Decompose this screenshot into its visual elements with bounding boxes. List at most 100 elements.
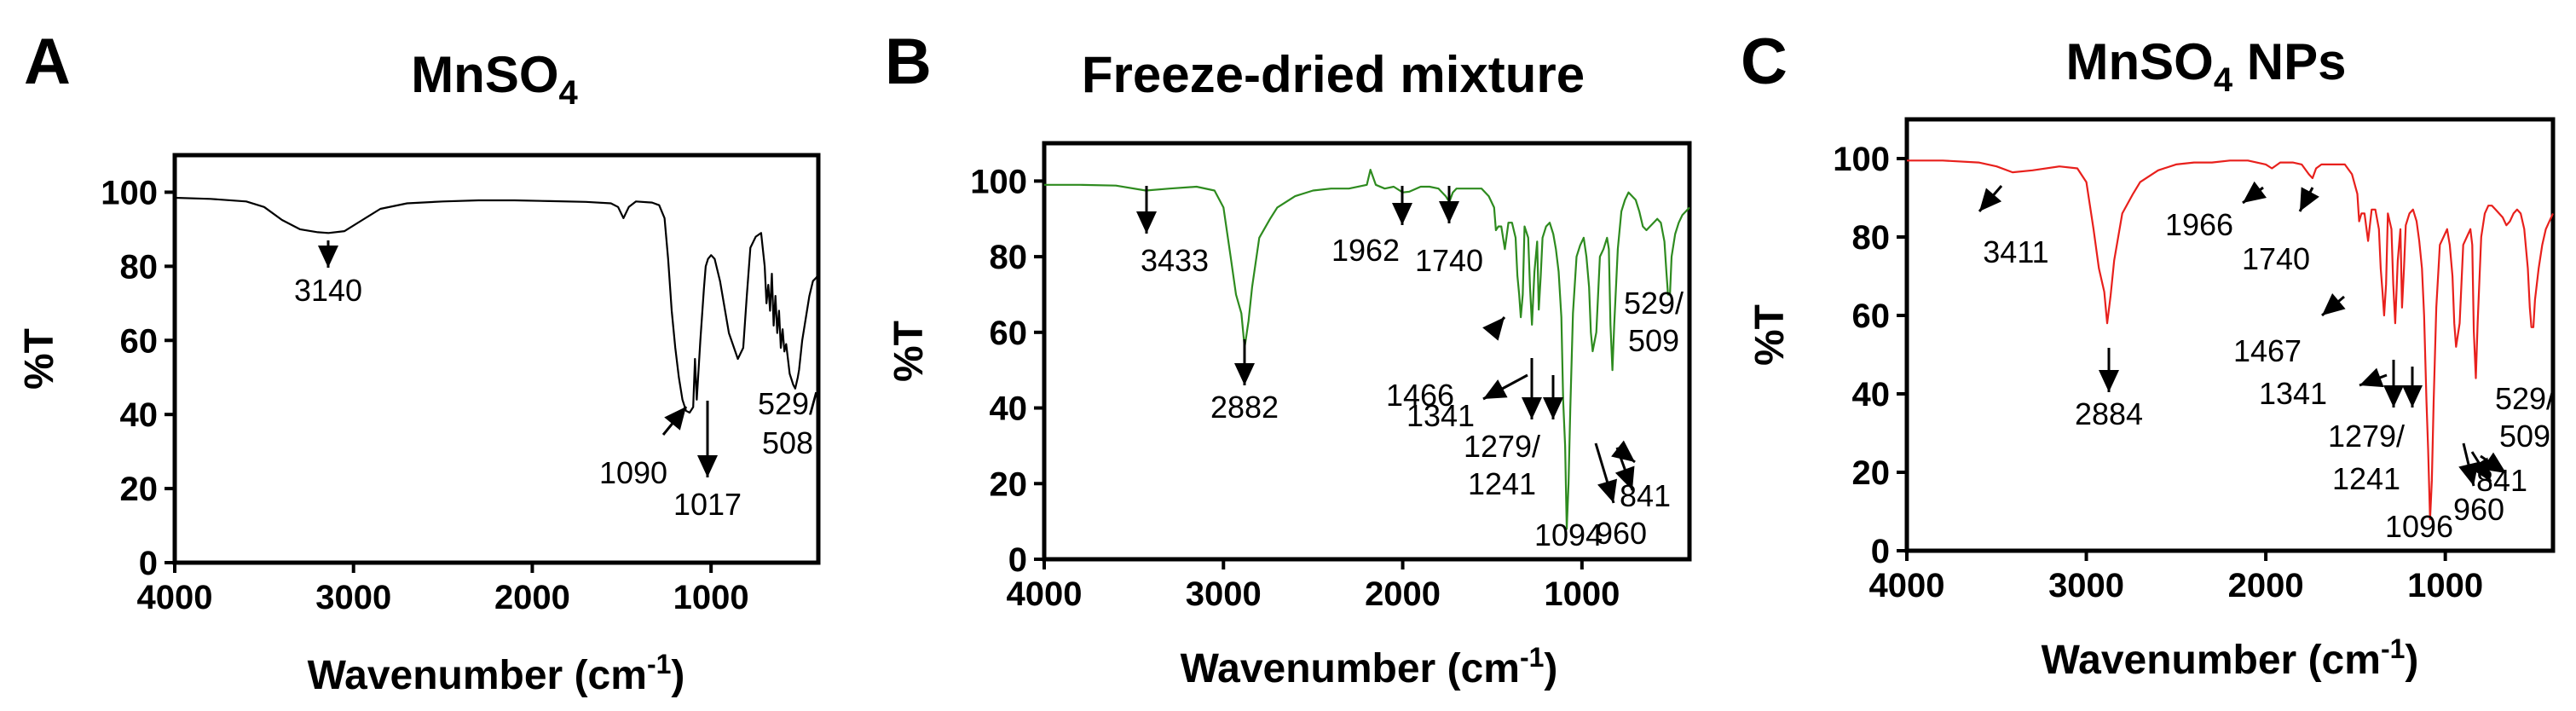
annotation-arrowhead-b-3433 — [1136, 211, 1157, 234]
x-axis-label-a-sup: -1 — [647, 649, 671, 679]
x-tick-label-c-3000: 3000 — [2048, 567, 2124, 604]
x-tick-label-a-3000: 3000 — [315, 579, 391, 616]
annotation-label-c-509: 509 — [2499, 419, 2550, 454]
panel-c-title-suffix: NPs — [2232, 33, 2346, 90]
annotation-label-b-960: 960 — [1596, 516, 1647, 551]
x-axis-label-b-sup: -1 — [1520, 642, 1544, 673]
series-line-freeze-dried-mixture — [1044, 169, 1690, 530]
annotation-arrowhead-a-3140 — [318, 246, 338, 268]
x-tick-label-c-1000: 1000 — [2407, 567, 2483, 604]
annotation-arrowhead-a-1090 — [664, 407, 686, 431]
annotation-label-a-508: 508 — [762, 425, 813, 460]
y-tick-label-b-0: 0 — [1008, 541, 1027, 579]
panel-c-title: MnSO4 NPs — [2066, 33, 2347, 99]
y-tick-label-b-60: 60 — [990, 315, 1028, 352]
panel-letter-a: A — [24, 26, 71, 98]
annotation-arrowhead-b-1466 — [1482, 317, 1505, 341]
annotation-label-c-529: 529/ — [2495, 381, 2555, 416]
y-tick-label-c-100: 100 — [1833, 141, 1890, 178]
panel-b: B Freeze-dried mixture 0 20 40 60 80 100 4000 3… — [885, 26, 1692, 691]
y-tick-label-a-20: 20 — [120, 471, 159, 508]
annotation-label-c-1241: 1241 — [2332, 461, 2400, 496]
y-tick-label-a-0: 0 — [139, 545, 158, 582]
y-tick-label-b-80: 80 — [990, 239, 1028, 276]
annotation-label-b-1962: 1962 — [1331, 233, 1400, 268]
annotation-label-b-1241: 1241 — [1468, 466, 1536, 501]
annotation-arrowhead-c-1467 — [2322, 293, 2346, 315]
annotation-arrowhead-b-841 — [1611, 440, 1635, 462]
annotation-label-b-529: 529/ — [1624, 286, 1684, 321]
panel-a-title-main: MnSO — [411, 46, 558, 103]
annotation-label-b-509: 509 — [1628, 323, 1679, 358]
annotation-arrowhead-c-841 — [2481, 452, 2506, 473]
axes-a: 0 20 40 60 80 100 4000 3000 2000 1000 — [101, 174, 748, 616]
x-axis-label-a-end: ) — [671, 653, 684, 698]
annotation-arrowhead-c-1966 — [2243, 181, 2267, 203]
y-tick-label-b-20: 20 — [990, 465, 1028, 503]
x-axis-label-a: Wavenumber (cm-1) — [308, 649, 685, 698]
annotation-label-b-841: 841 — [1620, 478, 1671, 513]
y-tick-label-b-40: 40 — [990, 390, 1028, 428]
series-line-mnso4-nps — [1907, 159, 2555, 521]
annotation-label-c-1467: 1467 — [2233, 333, 2302, 368]
x-tick-label-c-2000: 2000 — [2228, 567, 2304, 604]
y-axis-label-c: %T — [1747, 304, 1793, 366]
annotation-label-c-1740: 1740 — [2242, 241, 2310, 276]
x-tick-label-b-4000: 4000 — [1007, 575, 1083, 613]
x-axis-label-b: Wavenumber (cm-1) — [1181, 642, 1558, 691]
annotation-label-c-841: 841 — [2476, 463, 2527, 498]
panel-a-title: MnSO4 — [411, 46, 578, 112]
annotation-arrowhead-c-960 — [2470, 457, 2491, 482]
annotation-label-b-1094: 1094 — [1534, 517, 1603, 552]
annotation-arrowhead-c-1740 — [2300, 187, 2319, 211]
annotation-label-a-529: 529/ — [758, 386, 817, 421]
annotation-label-a-1090: 1090 — [599, 455, 667, 490]
x-axis-label-a-main: Wavenumber (cm — [308, 653, 647, 698]
axes-c: 0 20 40 60 80 100 4000 3000 2000 1000 — [1833, 141, 2483, 604]
y-tick-label-a-100: 100 — [101, 174, 158, 211]
panel-letter-c: C — [1741, 26, 1788, 98]
panel-letter-b: B — [885, 26, 932, 98]
annotation-label-c-960: 960 — [2453, 492, 2504, 527]
y-axis-label-a: %T — [17, 328, 62, 390]
x-axis-label-b-end: ) — [1544, 646, 1557, 691]
x-axis-label-c: Wavenumber (cm-1) — [2042, 633, 2419, 683]
annotation-arrowhead-b-1279 — [1522, 397, 1542, 419]
x-axis-label-c-sup: -1 — [2381, 633, 2405, 664]
x-tick-label-b-1000: 1000 — [1544, 575, 1620, 613]
x-tick-label-b-2000: 2000 — [1365, 575, 1441, 613]
y-tick-label-c-0: 0 — [1871, 533, 1890, 570]
annotation-label-b-2882: 2882 — [1210, 390, 1279, 425]
x-axis-label-c-main: Wavenumber (cm — [2042, 638, 2381, 683]
x-tick-label-b-3000: 3000 — [1186, 575, 1262, 613]
annotation-label-b-1466: 1466 — [1386, 378, 1454, 413]
annotation-label-a-3140: 3140 — [294, 273, 362, 308]
y-tick-label-c-80: 80 — [1852, 219, 1891, 257]
panel-a-title-subscript: 4 — [559, 74, 579, 112]
x-tick-label-c-4000: 4000 — [1869, 567, 1945, 604]
y-tick-label-c-40: 40 — [1852, 376, 1891, 413]
annotation-arrowhead-b-2882 — [1234, 363, 1255, 385]
y-tick-label-c-20: 20 — [1852, 454, 1891, 492]
annotation-label-c-3411: 3411 — [1983, 234, 2048, 269]
annotation-arrowhead-c-1341 — [2359, 367, 2384, 388]
annotation-arrowhead-b-1341 — [1483, 379, 1508, 399]
plot-frame-c — [1904, 117, 2556, 553]
y-axis-label-b: %T — [887, 321, 932, 382]
annotation-label-b-3433: 3433 — [1141, 243, 1209, 278]
axes-b: 0 20 40 60 80 100 4000 3000 2000 1000 — [970, 163, 1620, 613]
panel-b-title: Freeze-dried mixture — [1082, 46, 1585, 103]
annotation-arrowhead-b-1094 — [1597, 478, 1618, 503]
y-tick-label-a-40: 40 — [120, 396, 159, 434]
x-tick-label-a-2000: 2000 — [494, 579, 570, 616]
panel-c-title-main: MnSO — [2066, 33, 2214, 90]
annotation-label-b-1279: 1279/ — [1464, 429, 1540, 464]
annotation-arrowhead-b-1962 — [1392, 203, 1412, 225]
annotation-arrowhead-c-3411 — [1979, 188, 2002, 211]
annotation-label-b-1740: 1740 — [1415, 243, 1483, 278]
plot-frame-a — [172, 153, 821, 565]
plot-frame-b — [1042, 141, 1692, 562]
